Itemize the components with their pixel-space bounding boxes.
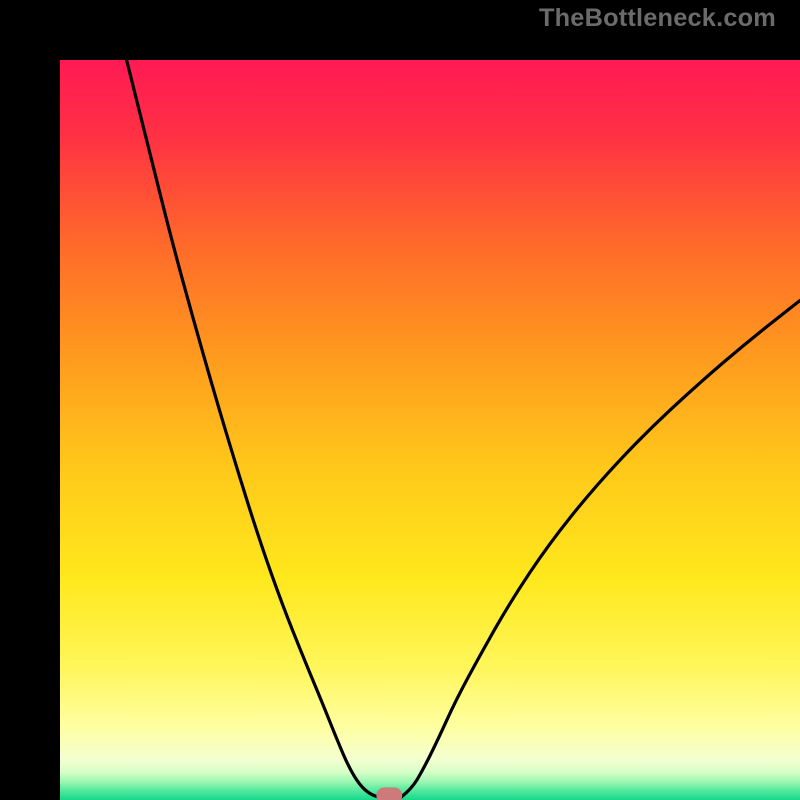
plot-area [60,60,800,800]
watermark-text: TheBottleneck.com [539,4,776,33]
outer-frame [0,0,800,800]
minimum-marker [376,787,402,800]
chart-svg [60,60,800,800]
gradient-background [60,60,800,800]
